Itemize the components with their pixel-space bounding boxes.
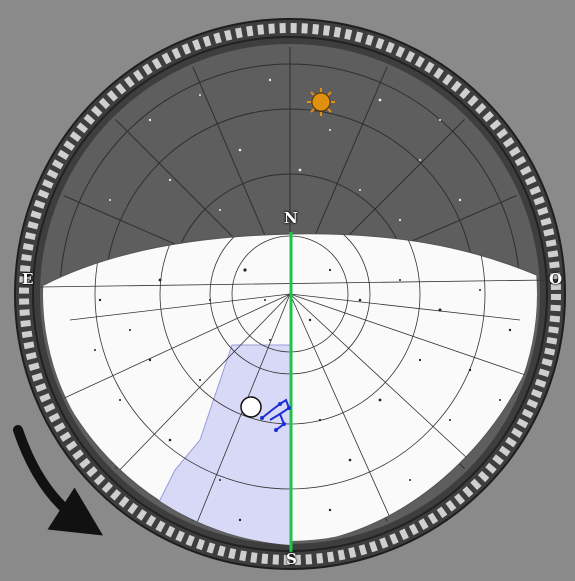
visible-sky-window	[43, 233, 537, 541]
east-label: E	[22, 270, 34, 288]
dark-sky-stars	[109, 78, 462, 222]
sun-icon[interactable]	[307, 88, 335, 116]
calendar-ring	[19, 23, 561, 565]
moon-marker-icon[interactable]	[240, 396, 262, 418]
west-label: O	[549, 270, 563, 288]
visible-sky-stars	[94, 268, 512, 522]
rotate-clockwise-arrow-icon[interactable]	[13, 425, 104, 536]
south-label: S	[286, 550, 297, 568]
north-label: N	[284, 209, 298, 227]
constellation-stars	[260, 402, 291, 432]
